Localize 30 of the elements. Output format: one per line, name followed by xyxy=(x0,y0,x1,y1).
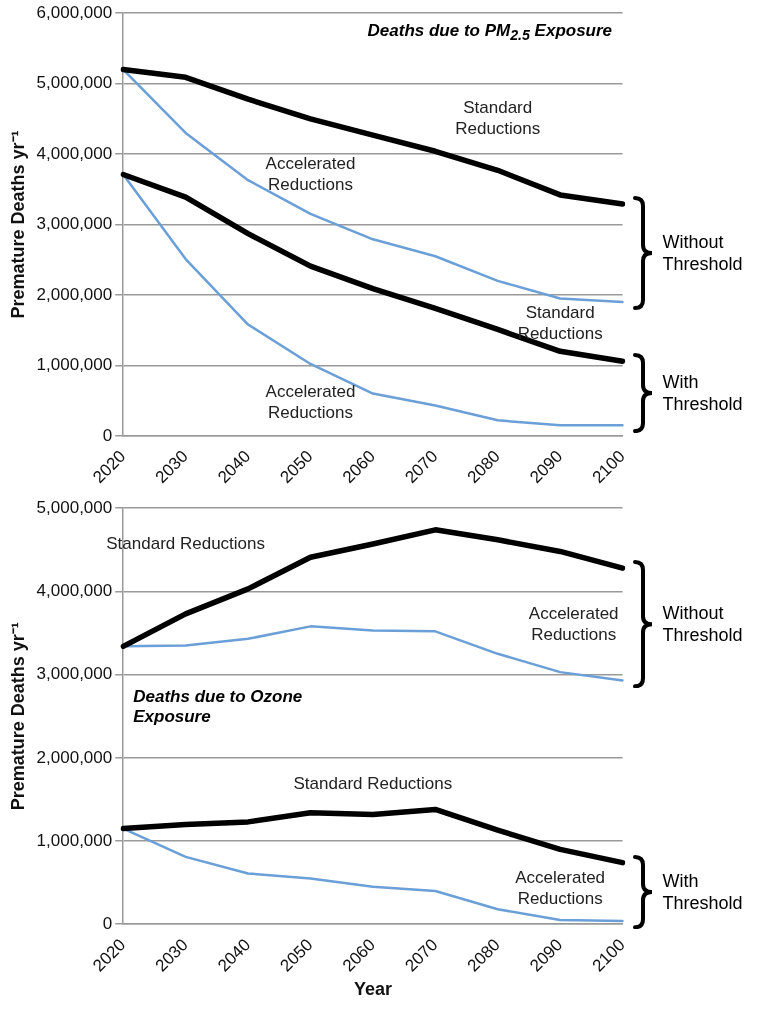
series-label: Standard Reductions xyxy=(106,533,266,553)
y-tick-label: 1,000,000 xyxy=(36,355,113,375)
text: Deaths due to Ozone Exposure xyxy=(133,687,303,728)
text: With Threshold xyxy=(662,869,744,914)
y-axis-title: Premature Deaths yr⁻¹ xyxy=(7,622,28,811)
x-axis-title: Year xyxy=(353,979,392,1000)
y-tick-label: 1,000,000 xyxy=(36,830,113,850)
y-tick-label: 5,000,000 xyxy=(36,497,113,517)
y-tick-label: 5,000,000 xyxy=(36,73,113,93)
y-tick-label: 0 xyxy=(102,425,113,445)
series-label: Accelerated Reductions xyxy=(265,153,356,194)
y-tick-label: 3,000,000 xyxy=(36,214,113,234)
series-label: Standard Reductions xyxy=(455,97,541,138)
y-tick-label: 6,000,000 xyxy=(36,2,113,22)
y-tick-label: 2,000,000 xyxy=(36,747,113,767)
series-label: Standard Reductions xyxy=(517,302,603,343)
y-tick-label: 0 xyxy=(102,913,113,933)
series-label: Standard Reductions xyxy=(293,774,453,794)
y-tick-label: 4,000,000 xyxy=(36,143,113,163)
text: Without Threshold xyxy=(662,231,744,276)
y-axis-title: Premature Deaths yr⁻¹ xyxy=(7,130,28,319)
series-label: Accelerated Reductions xyxy=(528,604,619,645)
y-tick-label: 2,000,000 xyxy=(36,284,113,304)
y-tick-label: 4,000,000 xyxy=(36,581,113,601)
text: Deaths due to PM$_{2.5}$ Exposure xyxy=(367,21,613,44)
text: Without Threshold xyxy=(662,602,744,647)
y-tick-label: 3,000,000 xyxy=(36,664,113,684)
series-label: Accelerated Reductions xyxy=(515,867,606,908)
text: With Threshold xyxy=(662,371,744,416)
series-label: Accelerated Reductions xyxy=(265,381,356,422)
